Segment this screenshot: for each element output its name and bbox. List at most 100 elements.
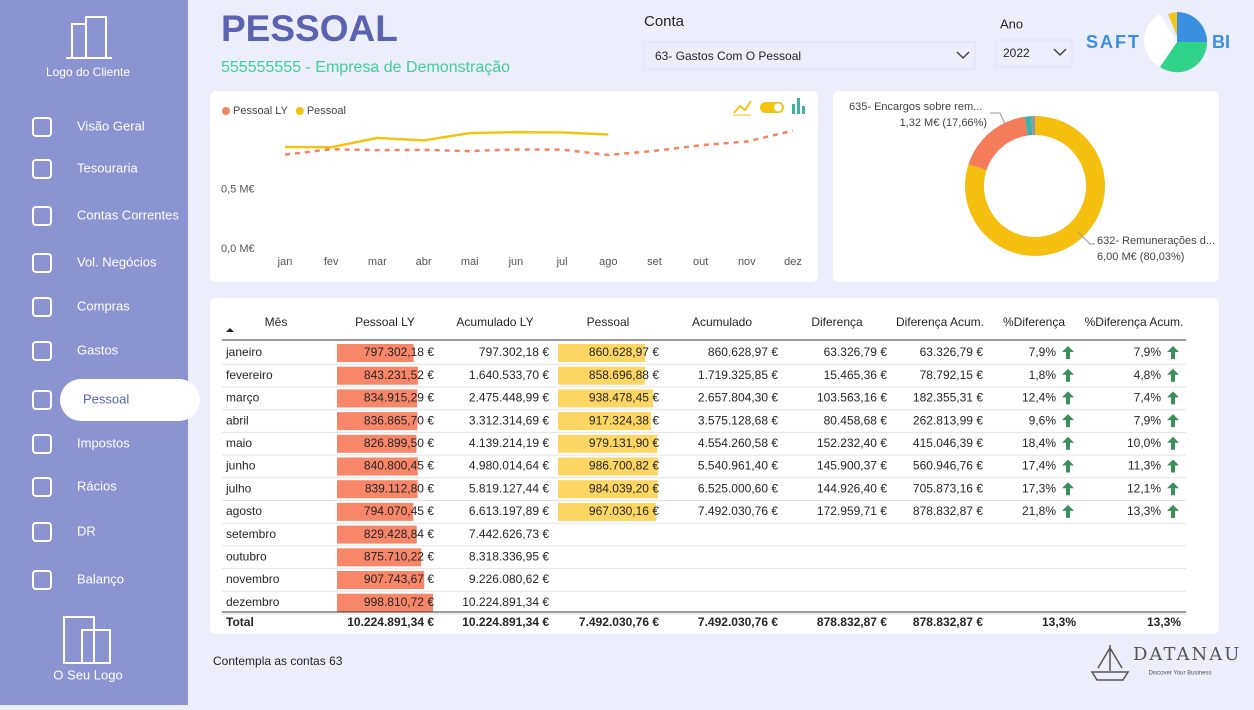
year-label: Ano (1000, 16, 1023, 31)
nav-item[interactable]: Visão Geral (77, 118, 145, 133)
table-cell: 2.657.804,30 € (698, 391, 778, 405)
up-arrow (1062, 459, 1074, 473)
table-cell: 3.312.314,69 € (469, 413, 549, 427)
column-header: %Diferença Acum. (1085, 315, 1184, 329)
table-cell: 17,4% (1022, 459, 1056, 473)
total-cell: 13,3% (1147, 615, 1181, 629)
table-cell: 7.492.030,76 € (698, 504, 778, 518)
table-cell: 4.980.014,64 € (469, 459, 549, 473)
up-arrow (1167, 482, 1179, 496)
nav-icon (32, 477, 52, 497)
donut-card (833, 91, 1219, 282)
table-cell: 4.139.214,19 € (469, 436, 549, 450)
data-bar (558, 344, 646, 362)
table-cell: 17,3% (1022, 481, 1056, 495)
table-cell: 998.810,72 € (364, 595, 434, 609)
table-cell: 21,8% (1022, 504, 1056, 518)
table-cell: 858.696,88 € (589, 368, 659, 382)
up-arrow (1062, 436, 1074, 450)
table-cell: agosto (226, 504, 262, 518)
slice-value: 6,00 M€ (80,03%) (1097, 251, 1184, 263)
up-arrow (1062, 391, 1074, 405)
column-header: Acumulado LY (456, 315, 533, 329)
table-cell: 829.428,84 € (364, 527, 434, 541)
table-cell: 6.613.197,89 € (469, 504, 549, 518)
total-cell: Total (226, 615, 254, 629)
nav-item[interactable]: Pessoal (83, 391, 129, 406)
nav-item[interactable]: Compras (77, 298, 130, 313)
table-cell: 794.070,45 € (364, 504, 434, 518)
table-cell: dezembro (226, 595, 280, 609)
donut-slice (968, 116, 1028, 171)
data-bar (337, 480, 418, 499)
table-card (210, 298, 1219, 634)
table-cell: 878.832,87 € (913, 504, 983, 518)
nav-item[interactable]: Balanço (77, 571, 124, 586)
nav-item[interactable]: Rácios (77, 478, 117, 493)
table-cell: março (226, 391, 260, 405)
account-dropdown[interactable] (643, 41, 976, 70)
table-cell: 797.302,18 € (479, 345, 549, 359)
table-cell: 7,9% (1029, 345, 1057, 359)
table-cell: 80.458,68 € (824, 413, 888, 427)
column-header: Pessoal (587, 315, 630, 329)
data-bar (337, 366, 419, 385)
own-logo-icon (63, 616, 111, 664)
table-cell: 6.525.000,60 € (698, 481, 778, 495)
nav-item[interactable]: Vol. Negócios (77, 254, 157, 269)
x-tick-label: jan (277, 256, 293, 268)
x-tick-label: abr (416, 256, 432, 268)
table-cell: 938.478,45 € (589, 391, 659, 405)
table-cell: 5.540.961,40 € (698, 459, 778, 473)
nav-item[interactable]: Gastos (77, 342, 119, 357)
chart-toggle-icons[interactable] (733, 98, 805, 116)
table-cell: 860.628,97 € (708, 345, 778, 359)
up-arrow (1167, 414, 1179, 428)
column-header: Acumulado (692, 315, 752, 329)
table-cell: julho (225, 481, 252, 495)
active-item-pill (60, 379, 200, 421)
data-bar (558, 434, 658, 453)
data-bar (337, 412, 418, 431)
total-cell: 878.832,87 € (817, 615, 887, 629)
donut-slice (1024, 116, 1033, 136)
up-arrow (1062, 368, 1074, 382)
table-cell: 3.575.128,68 € (698, 413, 778, 427)
sort-indicator (226, 328, 234, 332)
table-cell: 560.946,76 € (913, 459, 983, 473)
table-cell: 4,8% (1134, 368, 1162, 382)
table-cell: 836.865,70 € (364, 413, 434, 427)
total-cell: 10.224.891,34 € (347, 615, 434, 629)
data-bar (558, 412, 651, 431)
table-cell: 875.710,22 € (364, 549, 434, 563)
nav-item[interactable]: Tesouraria (77, 160, 138, 175)
datanau-icon (1090, 645, 1130, 681)
brand-bi: BI (1212, 32, 1230, 52)
table-cell: 12,1% (1127, 481, 1161, 495)
table-cell: 144.926,40 € (817, 481, 887, 495)
table-cell: 979.131,90 € (589, 436, 659, 450)
data-bar (337, 389, 418, 408)
legend-dot (295, 107, 304, 115)
series-line (284, 129, 794, 157)
nav-item[interactable]: Impostos (77, 435, 130, 450)
year-value: 2022 (1003, 46, 1030, 60)
slice-label: 635- Encargos sobre rem... (849, 101, 982, 113)
up-arrow (1167, 436, 1179, 450)
nav-icon (32, 206, 52, 226)
nav-item[interactable]: DR (77, 523, 96, 538)
nav-item[interactable]: Contas Correntes (77, 207, 179, 222)
table-cell: 860.628,97 € (589, 345, 659, 359)
table-cell: 907.743,67 € (364, 572, 434, 586)
data-bar (558, 457, 658, 476)
table-cell: maio (226, 436, 252, 450)
data-bar (558, 366, 646, 385)
table-cell: janeiro (225, 345, 262, 359)
up-arrow (1062, 346, 1074, 359)
table-cell: 12,4% (1022, 391, 1056, 405)
table-cell: 797.302,18 € (364, 345, 434, 359)
table-cell: 7.442.626,73 € (469, 527, 549, 541)
data-bar (337, 525, 417, 544)
data-bar (558, 480, 658, 499)
table-cell: fevereiro (226, 368, 273, 382)
